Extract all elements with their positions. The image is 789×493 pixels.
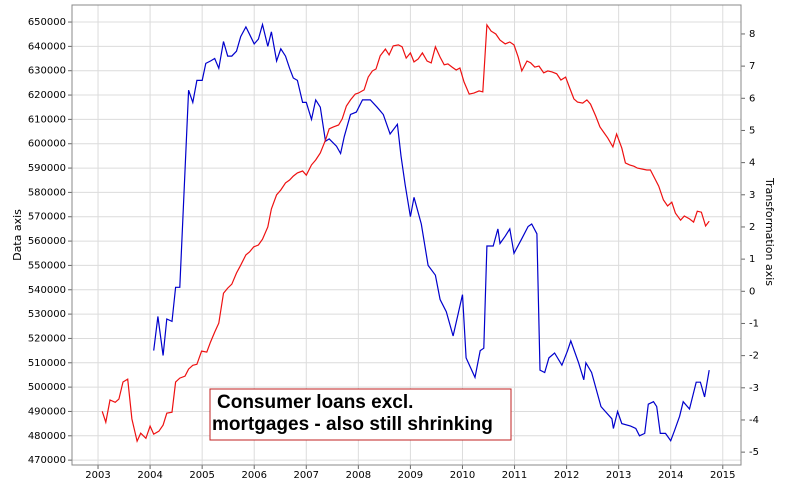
y2-tick-label: 8 — [749, 29, 755, 40]
x-tick-label: 2007 — [294, 470, 319, 481]
y-tick-label: 620000 — [28, 90, 66, 101]
y2-tick-label: 1 — [749, 254, 755, 265]
y-tick-label: 650000 — [28, 17, 66, 28]
y-tick-label: 530000 — [28, 309, 66, 320]
annotation-text: mortgages - also still shrinking — [212, 414, 493, 435]
x-tick-label: 2014 — [658, 470, 683, 481]
y2-tick-label: -3 — [749, 383, 759, 394]
y-tick-label: 470000 — [28, 455, 66, 466]
annotation-text: Consumer loans excl. — [217, 392, 413, 413]
series-line — [153, 22, 710, 442]
y2-tick-label: -5 — [749, 447, 759, 458]
y-tick-label: 580000 — [28, 187, 66, 198]
x-tick-label: 2011 — [502, 470, 527, 481]
y-tick-label: 510000 — [28, 358, 66, 369]
y-tick-label: 500000 — [28, 382, 66, 393]
y2-axis-label: Transformation axis — [763, 177, 776, 286]
y-tick-label: 590000 — [28, 163, 66, 174]
x-tick-label: 2009 — [398, 470, 423, 481]
y2-tick-label: -1 — [749, 318, 759, 329]
y2-tick-label: -2 — [749, 351, 759, 362]
x-tick-label: 2008 — [346, 470, 371, 481]
y2-tick-label: 0 — [749, 286, 755, 297]
y2-tick-label: 2 — [749, 222, 755, 233]
y-tick-label: 640000 — [28, 41, 66, 52]
y-tick-label: 480000 — [28, 431, 66, 442]
y-tick-label: 630000 — [28, 66, 66, 77]
y2-tick-label: -4 — [749, 415, 759, 426]
y-axis-label: Data axis — [11, 209, 24, 261]
y-tick-label: 600000 — [28, 139, 66, 150]
x-tick-label: 2012 — [554, 470, 579, 481]
x-tick-label: 2013 — [606, 470, 631, 481]
annotation-box — [209, 388, 512, 441]
series-line — [101, 23, 710, 444]
x-tick-label: 2005 — [189, 470, 214, 481]
y-tick-label: 490000 — [28, 406, 66, 417]
x-tick-label: 2010 — [450, 470, 475, 481]
y2-tick-label: 3 — [749, 190, 755, 201]
y2-tick-label: 4 — [749, 158, 755, 169]
y-tick-label: 520000 — [28, 333, 66, 344]
y-tick-label: 570000 — [28, 212, 66, 223]
y-tick-label: 560000 — [28, 236, 66, 247]
y2-tick-label: 6 — [749, 93, 755, 104]
y-tick-label: 540000 — [28, 285, 66, 296]
y-tick-label: 550000 — [28, 260, 66, 271]
y2-tick-label: 7 — [749, 61, 755, 72]
y-tick-label: 610000 — [28, 114, 66, 125]
y2-tick-label: 5 — [749, 125, 755, 136]
plot-frame — [71, 4, 742, 466]
x-tick-label: 2015 — [710, 470, 735, 481]
x-tick-label: 2003 — [85, 470, 110, 481]
x-tick-label: 2006 — [241, 470, 266, 481]
x-tick-label: 2004 — [137, 470, 162, 481]
